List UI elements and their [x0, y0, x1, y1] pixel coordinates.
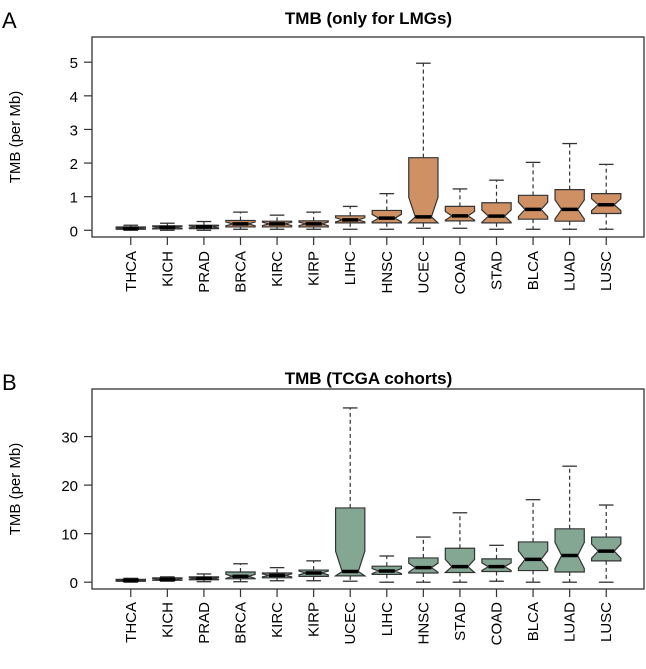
panel-b: B TMB (TCGA cohorts) TMB (per Mb) 0 10 20 30 TH… — [2, 369, 645, 646]
x-tick-label: STAD — [489, 251, 506, 290]
box-body — [517, 194, 549, 220]
box-blca — [517, 161, 549, 230]
y-tick-label: 30 — [61, 430, 78, 447]
box-blca — [517, 499, 549, 583]
y-tick-label: 3 — [70, 122, 78, 139]
box-stad — [443, 512, 477, 583]
y-tick-label: 5 — [70, 55, 78, 72]
box-prad — [188, 220, 220, 231]
box-coad — [481, 544, 512, 582]
box-kich — [152, 222, 183, 231]
x-tick-label: LUAD — [562, 602, 579, 642]
y-axis-label: TMB (per Mb) — [7, 443, 24, 536]
x-tick-label: STAD — [452, 602, 469, 641]
y-tick-label: 20 — [61, 478, 78, 495]
x-tick-label: HNSC — [379, 251, 396, 294]
x-tick-label: HNSC — [415, 602, 432, 645]
y-tick-label: 0 — [70, 575, 78, 592]
x-tick-label: LUSC — [598, 602, 615, 642]
x-tick-label: KIRC — [269, 602, 286, 638]
y-axis-label: TMB (per Mb) — [7, 91, 24, 184]
x-tick-label: BLCA — [525, 251, 542, 290]
y-tick-label: 2 — [70, 156, 78, 173]
panel-label: B — [2, 370, 17, 395]
box-luad — [554, 142, 585, 230]
y-tick-label: 1 — [70, 190, 78, 207]
chart-title: TMB (only for LMGs) — [285, 9, 452, 28]
y-tick-label: 10 — [61, 527, 78, 544]
box-body — [517, 541, 549, 572]
y-tick-label: 0 — [70, 223, 78, 240]
box-hnsc — [408, 536, 439, 583]
box-thca — [115, 224, 146, 231]
box-ucec — [407, 62, 440, 229]
box-kirc — [261, 214, 293, 230]
x-tick-label: UCEC — [342, 602, 359, 645]
panel-a: A TMB (only for LMGs) TMB (per Mb) 0 1 2 3 4 5 TH… — [2, 8, 645, 295]
y-tick-label: 4 — [70, 89, 78, 106]
box-kirp — [298, 211, 329, 230]
box-body — [554, 189, 585, 222]
panel-label: A — [2, 8, 17, 33]
x-tick-label: LUSC — [598, 251, 615, 291]
box-coad — [444, 188, 476, 229]
x-tick-label: KICH — [159, 251, 176, 287]
box-body — [407, 157, 440, 224]
x-tick-label: BLCA — [525, 602, 542, 641]
x-tick-label: LUAD — [562, 251, 579, 291]
box-lihc — [334, 205, 366, 230]
x-tick-label: BRCA — [232, 251, 249, 293]
box-body — [444, 205, 476, 222]
box-ucec — [333, 407, 367, 582]
box-brca — [225, 211, 256, 230]
box-body — [481, 202, 512, 224]
box-kirp — [298, 560, 329, 582]
x-tick-label: PRAD — [196, 602, 213, 644]
x-tick-label: KIRP — [306, 602, 323, 637]
chart-title: TMB (TCGA cohorts) — [285, 369, 452, 388]
box-kich — [152, 576, 183, 582]
box-body — [333, 507, 367, 577]
box-brca — [225, 563, 256, 583]
x-tick-label: LIHC — [379, 602, 396, 636]
plot-frame — [91, 36, 645, 238]
x-tick-label: KIRP — [306, 251, 323, 286]
box-body — [443, 547, 477, 574]
x-tick-label: COAD — [489, 602, 506, 646]
x-tick-label: THCA — [123, 602, 140, 643]
x-tick-label: LIHC — [342, 251, 359, 285]
x-tick-label: KIRC — [269, 251, 286, 287]
box-lusc — [591, 504, 622, 583]
x-tick-label: KICH — [159, 602, 176, 638]
box-thca — [115, 577, 146, 583]
box-lihc — [371, 555, 403, 583]
x-tick-label: PRAD — [196, 251, 213, 293]
box-body — [591, 536, 622, 562]
box-body — [408, 557, 439, 574]
box-kirc — [261, 566, 293, 582]
box-stad — [481, 179, 512, 230]
x-tick-label: UCEC — [415, 251, 432, 294]
box-body — [554, 528, 585, 573]
box-hnsc — [371, 192, 403, 230]
x-tick-label: THCA — [123, 251, 140, 292]
x-tick-label: COAD — [452, 251, 469, 295]
box-luad — [554, 465, 585, 583]
x-tick-label: BRCA — [232, 602, 249, 644]
box-prad — [188, 573, 220, 583]
box-lusc — [591, 163, 622, 230]
plot-frame — [91, 388, 645, 590]
